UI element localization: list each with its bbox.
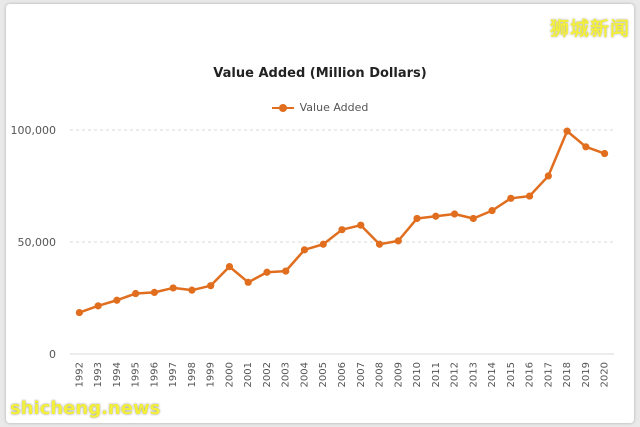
x-tick-label: 2018 (562, 362, 573, 387)
data-point (357, 221, 365, 229)
x-tick-label: 1992 (74, 362, 85, 387)
x-tick-label: 2014 (487, 362, 498, 387)
data-point (207, 282, 215, 290)
data-point (525, 192, 534, 200)
data-point (188, 286, 196, 294)
x-tick-label: 2004 (299, 362, 310, 387)
data-point (282, 267, 290, 275)
watermark-chinese: 狮城新闻 (549, 18, 630, 40)
data-point (300, 246, 309, 254)
data-point (582, 143, 590, 151)
x-tick-label: 2001 (243, 362, 254, 387)
x-tick-label: 2020 (600, 362, 611, 387)
x-tick-label: 2002 (262, 362, 273, 387)
x-tick-label: 2007 (356, 362, 367, 387)
data-point (413, 214, 421, 223)
x-tick-label: 2017 (543, 362, 554, 387)
chart-title: Value Added (Million Dollars) (213, 66, 427, 81)
data-point (263, 268, 271, 276)
data-point (113, 296, 121, 304)
x-tick-label: 1994 (112, 362, 123, 387)
x-tick-label: 2013 (468, 362, 479, 387)
data-point (601, 149, 609, 158)
data-point (338, 226, 346, 234)
data-point (132, 289, 140, 298)
y-tick-label: 0 (49, 348, 56, 361)
data-point (450, 210, 459, 218)
data-point (244, 278, 252, 286)
data-point (432, 212, 440, 220)
data-point (319, 240, 327, 248)
data-point (169, 284, 177, 292)
y-tick-label: 100,000 (11, 124, 57, 137)
data-point (150, 288, 159, 296)
x-tick-label: 2012 (450, 362, 461, 387)
legend-label: Value Added (299, 101, 369, 114)
data-point (544, 172, 552, 180)
chart-card: Value Added (Million Dollars) Value Adde… (6, 4, 634, 423)
data-point (469, 214, 477, 223)
x-tick-label: 2006 (337, 362, 348, 387)
legend-line-marker-icon (271, 103, 294, 113)
data-point (394, 237, 402, 245)
x-tick-label: 1998 (187, 362, 198, 387)
x-tick-label: 2015 (506, 362, 517, 387)
series-line (78, 129, 606, 314)
chart-legend: Value Added (6, 101, 634, 114)
x-tick-label: 2003 (281, 362, 292, 387)
x-tick-label: 1999 (206, 362, 217, 387)
x-tick-label: 2008 (375, 362, 386, 387)
x-tick-label: 2016 (525, 362, 536, 387)
x-tick-label: 1997 (168, 362, 179, 387)
y-tick-label: 50,000 (18, 236, 57, 249)
data-point (507, 194, 515, 202)
x-tick-label: 2005 (318, 362, 329, 387)
data-point (375, 240, 384, 248)
data-point (94, 302, 102, 310)
x-tick-label: 2011 (431, 362, 442, 387)
x-tick-label: 2019 (581, 362, 592, 387)
data-point (488, 207, 496, 215)
x-tick-label: 1996 (149, 362, 160, 387)
x-tick-label: 1993 (93, 362, 104, 387)
data-point (563, 127, 571, 135)
x-tick-label: 2000 (224, 362, 235, 387)
x-tick-label: 2009 (393, 362, 404, 387)
watermark-site: shicheng.news (10, 398, 161, 419)
data-point (225, 263, 234, 271)
data-point (75, 308, 83, 317)
x-tick-label: 1995 (131, 362, 142, 387)
x-tick-label: 2010 (412, 362, 423, 387)
